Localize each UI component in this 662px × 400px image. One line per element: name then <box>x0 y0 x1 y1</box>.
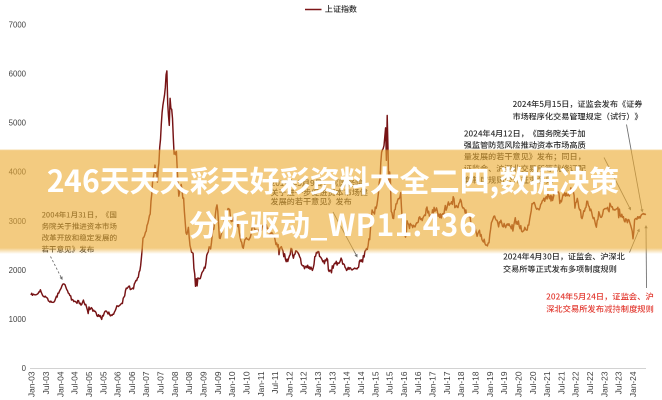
svg-text:Jan-23: Jan-23 <box>599 371 609 397</box>
svg-text:Jul-22: Jul-22 <box>585 371 595 394</box>
svg-text:Jan-11: Jan-11 <box>256 371 266 396</box>
svg-text:Jul-16: Jul-16 <box>413 371 423 394</box>
svg-text:5000: 5000 <box>9 119 27 128</box>
svg-text:Jul-14: Jul-14 <box>356 371 366 394</box>
svg-text:2024年4月30日，证监会、沪深北: 2024年4月30日，证监会、沪深北 <box>503 252 625 263</box>
svg-text:Jan-10: Jan-10 <box>227 371 237 397</box>
svg-text:Jan-22: Jan-22 <box>571 371 581 397</box>
svg-text:Jul-13: Jul-13 <box>327 371 337 394</box>
svg-text:Jan-20: Jan-20 <box>513 371 523 397</box>
svg-text:Jul-18: Jul-18 <box>471 371 481 394</box>
svg-text:1000: 1000 <box>9 315 27 324</box>
svg-text:市场程序化交易管理规定（试行）》: 市场程序化交易管理规定（试行）》 <box>513 111 643 122</box>
svg-text:Jul-21: Jul-21 <box>556 371 566 394</box>
svg-text:Jan-08: Jan-08 <box>170 371 180 397</box>
svg-text:Jul-17: Jul-17 <box>442 371 452 394</box>
svg-text:Jan-07: Jan-07 <box>141 371 151 397</box>
svg-text:Jan-14: Jan-14 <box>342 371 352 397</box>
svg-text:0: 0 <box>22 364 27 373</box>
svg-text:Jan-12: Jan-12 <box>284 371 294 397</box>
svg-text:Jan-17: Jan-17 <box>428 371 438 397</box>
svg-text:Jul-23: Jul-23 <box>614 371 624 394</box>
svg-text:Jul-20: Jul-20 <box>528 371 538 394</box>
svg-text:Jan-03: Jan-03 <box>27 371 37 397</box>
svg-text:Jul-15: Jul-15 <box>385 371 395 394</box>
svg-text:上证指数: 上证指数 <box>325 4 358 15</box>
svg-text:Jul-19: Jul-19 <box>499 371 509 394</box>
svg-text:Jul-08: Jul-08 <box>184 371 194 394</box>
svg-text:Jul-05: Jul-05 <box>98 371 108 394</box>
svg-text:Jul-07: Jul-07 <box>156 371 166 394</box>
svg-text:交易所等正式发布多项制度规则: 交易所等正式发布多项制度规则 <box>503 264 617 275</box>
svg-text:Jul-09: Jul-09 <box>213 371 223 394</box>
svg-text:Jul-04: Jul-04 <box>70 371 80 394</box>
svg-text:Jul-12: Jul-12 <box>299 371 309 394</box>
svg-text:深北交易所发布减持制度规则: 深北交易所发布减持制度规则 <box>546 303 654 315</box>
svg-text:强监管防范风险推动资本市场高质: 强监管防范风险推动资本市场高质 <box>464 140 586 151</box>
svg-text:Jan-18: Jan-18 <box>456 371 466 397</box>
svg-text:6000: 6000 <box>9 70 27 79</box>
svg-text:Jul-10: Jul-10 <box>241 371 251 394</box>
svg-text:Jul-11: Jul-11 <box>270 371 280 394</box>
svg-text:2024年5月24日，证监会、沪: 2024年5月24日，证监会、沪 <box>546 291 654 303</box>
svg-text:Jan-19: Jan-19 <box>485 371 495 397</box>
svg-text:Jan-24: Jan-24 <box>628 371 638 397</box>
svg-text:Jan-09: Jan-09 <box>199 371 209 397</box>
svg-text:Jan-13: Jan-13 <box>313 371 323 397</box>
svg-text:Jan-15: Jan-15 <box>370 371 380 397</box>
svg-text:7000: 7000 <box>9 21 27 30</box>
svg-text:Jul-03: Jul-03 <box>41 371 51 394</box>
svg-text:Jan-05: Jan-05 <box>84 371 94 397</box>
svg-text:Jan-21: Jan-21 <box>542 371 552 397</box>
svg-text:2000: 2000 <box>9 266 27 275</box>
svg-text:2024年4月12日，《国务院关于加: 2024年4月12日，《国务院关于加 <box>464 129 586 140</box>
svg-text:Jan-16: Jan-16 <box>399 371 409 397</box>
svg-text:2024年5月15日，证监会发布《证券: 2024年5月15日，证监会发布《证券 <box>513 99 644 110</box>
svg-text:Jan-06: Jan-06 <box>113 371 123 397</box>
svg-text:Jan-04: Jan-04 <box>55 371 65 397</box>
svg-text:Jul-06: Jul-06 <box>127 371 137 394</box>
